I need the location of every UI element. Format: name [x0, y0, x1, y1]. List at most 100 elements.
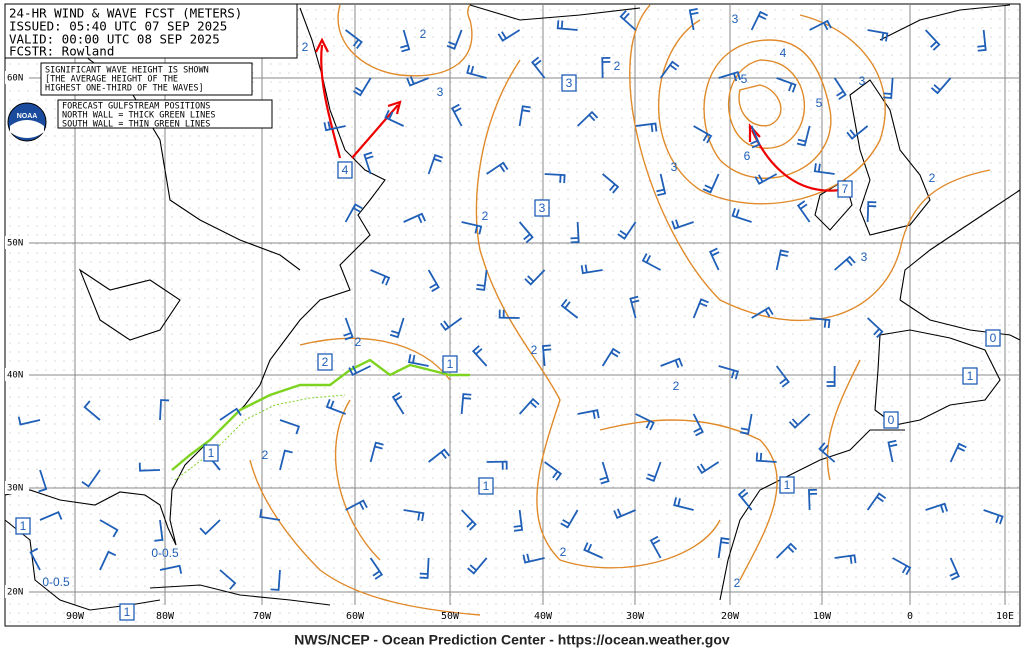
- contour-label: 2: [734, 576, 741, 590]
- header-box: 24-HR WIND & WAVE FCST (METERS) ISSUED: …: [4, 3, 298, 59]
- wind-barb: [866, 201, 877, 223]
- wind-barb: [775, 542, 798, 559]
- wind-barb: [602, 173, 620, 194]
- wind-barb: [403, 212, 426, 224]
- wind-barb: [641, 253, 662, 271]
- wind-barb: [796, 125, 811, 147]
- wind-barb: [419, 557, 430, 579]
- header-line: FCSTR: Rowland: [9, 44, 114, 59]
- wind-barb: [369, 557, 384, 580]
- contour-label: 2: [262, 448, 269, 462]
- wind-barb: [427, 269, 440, 293]
- wind-barb: [740, 413, 753, 435]
- wind-barb: [518, 397, 540, 415]
- boxed-height: 1: [447, 357, 454, 371]
- height-box: [561, 74, 577, 92]
- height-box: [837, 180, 853, 198]
- contour-label: 5: [741, 72, 748, 86]
- boxed-height: 1: [483, 479, 490, 493]
- wind-barb: [708, 247, 720, 271]
- wind-barb: [692, 413, 704, 437]
- height-box: [119, 603, 135, 621]
- wind-barb: [99, 550, 117, 571]
- wind-barb: [826, 366, 836, 387]
- header-line: VALID: 00:00 UTC 08 SEP 2025: [9, 32, 220, 47]
- wind-barb: [466, 64, 487, 79]
- wind-barb: [384, 109, 405, 127]
- label-bg: [5, 481, 29, 494]
- wind-barb: [751, 306, 774, 319]
- lon-label: 90W: [66, 611, 85, 622]
- wind-barb: [883, 77, 894, 99]
- wind-barb: [486, 460, 508, 470]
- label-bg: [5, 236, 29, 249]
- wind-barb: [391, 392, 405, 415]
- wind-barb: [325, 399, 346, 415]
- contour-label: 5: [816, 96, 823, 110]
- lon-label: 30W: [626, 611, 645, 622]
- height-box: [15, 517, 31, 535]
- wind-barb: [576, 110, 599, 127]
- contour-label: 2: [355, 335, 362, 349]
- wind-barb: [541, 344, 552, 367]
- wind-barb: [949, 442, 967, 463]
- wind-barb: [755, 452, 777, 463]
- wind-barb: [750, 10, 768, 31]
- noaa-logo: NOAA: [7, 102, 47, 142]
- lon-label: 10W: [813, 611, 832, 622]
- wind-barb: [486, 161, 509, 175]
- wind-barb: [345, 499, 368, 511]
- wind-barb: [717, 537, 730, 559]
- footer: NWS/NCEP - Ocean Prediction Center - htt…: [294, 632, 730, 648]
- contour-label: 2: [929, 171, 936, 185]
- contour-label: 2: [302, 40, 309, 54]
- wind-barb: [693, 125, 713, 144]
- wind-barb: [583, 542, 603, 559]
- lon-label: 40W: [534, 611, 553, 622]
- lat-label: 30N: [7, 484, 23, 494]
- wind-barb: [629, 295, 640, 319]
- wind-barb: [813, 163, 835, 175]
- wind-barb: [406, 76, 429, 87]
- boxed-height: 1: [20, 519, 27, 533]
- wind-barb: [718, 71, 741, 82]
- wind-barb: [692, 298, 709, 319]
- wind-barb: [834, 255, 856, 271]
- wind-barb: [389, 317, 405, 339]
- wind-barb: [613, 508, 636, 519]
- wind-barb: [809, 19, 832, 31]
- wind-barb: [497, 29, 521, 42]
- lat-label: 40N: [7, 371, 23, 381]
- note-line: SIGNIFICANT WAVE HEIGHT IS SHOWN: [45, 66, 209, 76]
- wind-barb: [788, 413, 811, 429]
- note-line: [THE AVERAGE HEIGHT OF THE: [45, 75, 178, 85]
- wind-barb: [369, 441, 384, 463]
- wind-barb: [348, 365, 372, 376]
- wind-barb: [403, 509, 425, 522]
- wave-contours: [249, 4, 991, 616]
- label-bg: [5, 585, 29, 598]
- wind-barb: [673, 497, 694, 511]
- wind-barb: [345, 29, 363, 49]
- header-line: ISSUED: 05:40 UTC 07 SEP 2025: [9, 19, 227, 34]
- wind-barb: [635, 413, 655, 431]
- wind-barb: [577, 409, 600, 419]
- wind-barb: [323, 121, 346, 132]
- wind-barb: [737, 488, 753, 511]
- wind-barb: [580, 264, 603, 275]
- contour-label: 2: [420, 27, 427, 41]
- boxed-height: 1: [124, 605, 131, 619]
- coastlines: [4, 4, 1021, 611]
- dot-grid: [5, 4, 1020, 626]
- contour-label: 2: [560, 545, 567, 559]
- wind-barb: [498, 309, 520, 319]
- wind-barb: [99, 519, 119, 538]
- wind-barb: [476, 269, 488, 291]
- wind-barb: [930, 77, 952, 95]
- contour-label: 2: [614, 59, 621, 73]
- wind-barb: [279, 419, 301, 435]
- wind-barb: [887, 439, 898, 463]
- wind-barb: [671, 219, 694, 230]
- wind-barb: [754, 173, 778, 185]
- lon-label: 20W: [721, 611, 740, 622]
